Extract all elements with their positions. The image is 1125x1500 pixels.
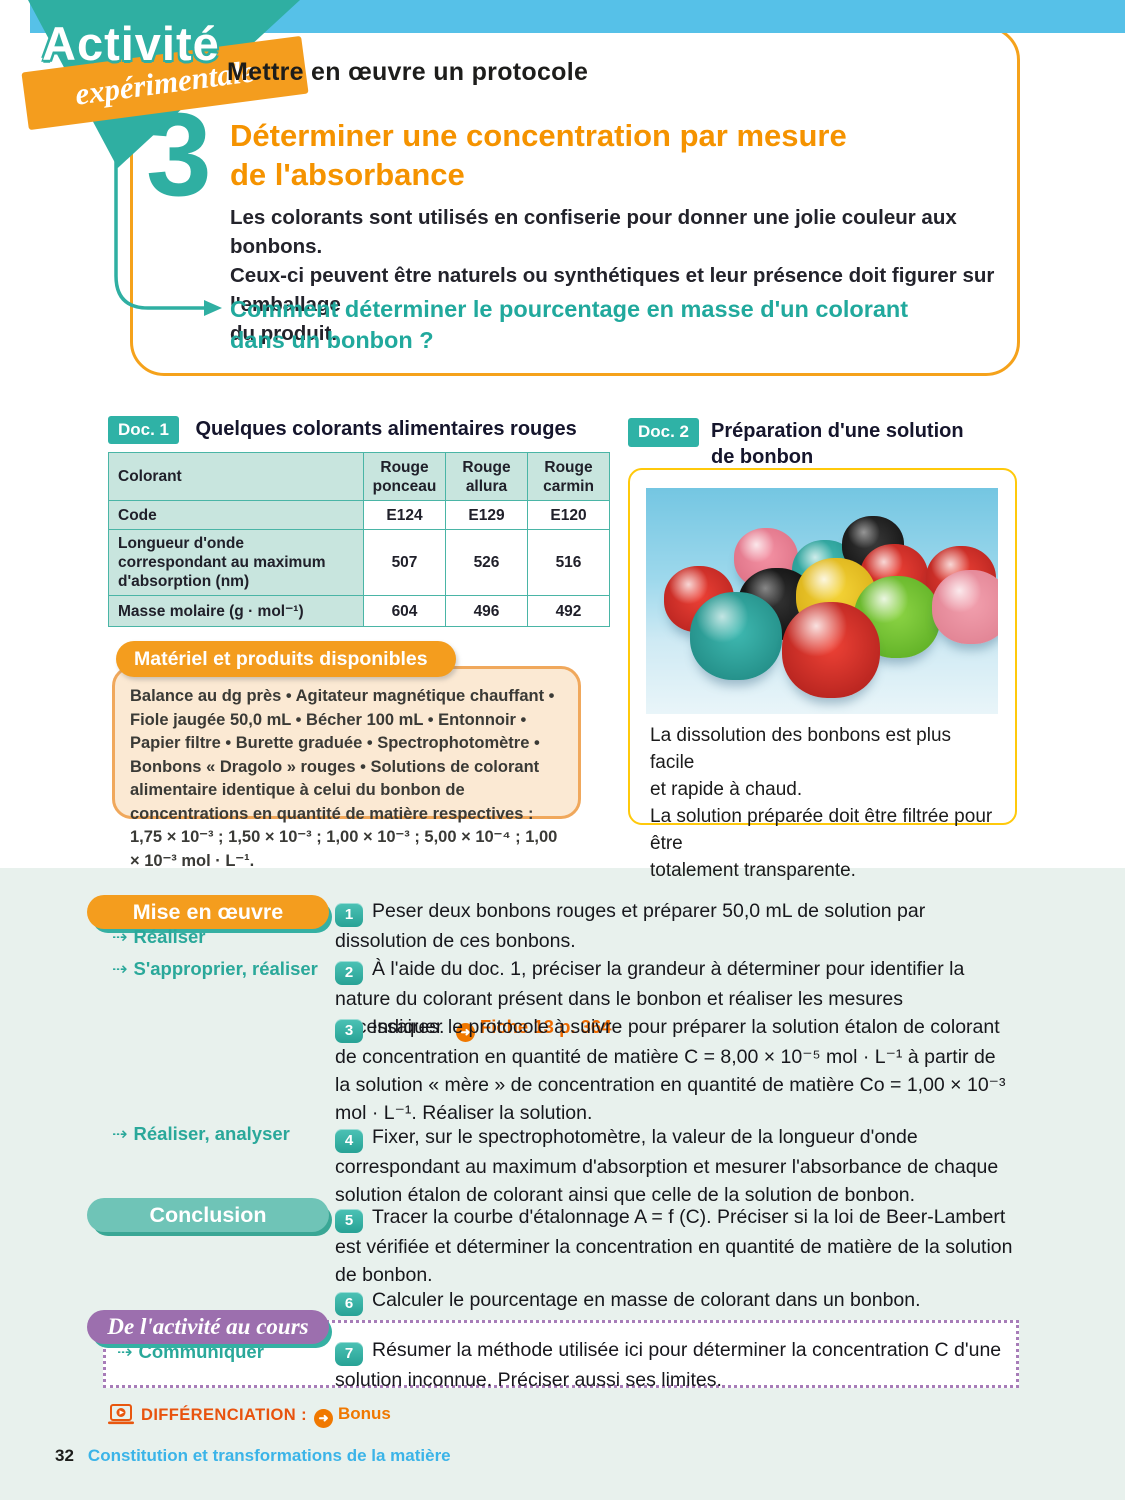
step-number-badge: 2 xyxy=(335,961,363,985)
step-number-badge: 3 xyxy=(335,1019,363,1043)
table-header-cell: Rouge carmin xyxy=(527,452,610,501)
step-number-badge: 5 xyxy=(335,1209,363,1233)
skill-sapproprier-realiser: ⇢ S'approprier, réaliser xyxy=(112,958,318,979)
section-de-lactivite-au-cours: De l'activité au cours xyxy=(87,1310,329,1344)
guiding-question: Comment déterminer le pourcentage en mas… xyxy=(230,296,909,353)
skill-communiquer: ⇢ Communiquer xyxy=(117,1341,264,1362)
step-7: 7 Résumer la méthode utilisée ici pour dé… xyxy=(335,1339,1002,1391)
step-6: 6 Calculer le pourcentage en masse de col… xyxy=(335,1286,1015,1316)
doc2-caption: La dissolution des bonbons est plus faci… xyxy=(650,725,993,881)
step-number-badge: 4 xyxy=(335,1129,363,1153)
chapter-title: Constitution et transformations de la ma… xyxy=(87,1446,451,1465)
candy-red xyxy=(782,602,880,698)
step-number-badge: 1 xyxy=(335,903,363,927)
dashed-arrow-icon: ⇢ xyxy=(112,958,128,979)
circle-arrow-icon: ➜ xyxy=(313,1409,333,1428)
doc1-title: Quelques colorants alimentaires rouges xyxy=(195,418,577,440)
step-3: 3 Indiquer le protocole à suivre pour pré… xyxy=(335,1016,1006,1124)
candy-pink xyxy=(932,570,998,644)
step-1: 1 Peser deux bonbons rouges et préparer 5… xyxy=(335,900,926,952)
step-4: 4 Fixer, sur le spectrophotomètre, la val… xyxy=(335,1126,999,1206)
table-header-cell: Rouge allura xyxy=(445,452,528,501)
step-number-badge: 6 xyxy=(335,1292,363,1316)
doc1-header: Doc. 1 Quelques colorants alimentaires r… xyxy=(108,416,577,444)
differenciation-label: DIFFÉRENCIATION : xyxy=(141,1405,307,1424)
step-5: 5 Tracer la courbe d'étalonnage A = f (C)… xyxy=(335,1206,1013,1286)
page-number: 32 xyxy=(55,1446,74,1465)
table-cell: 526 xyxy=(445,529,528,596)
table-header-cell: Rouge ponceau xyxy=(363,452,446,501)
activity-steps-section: Mise en œuvre ⇢ Réaliser ⇢ S'approprier, r… xyxy=(0,868,1125,1500)
table-cell: E129 xyxy=(445,500,528,530)
step-number-badge: 7 xyxy=(335,1342,363,1366)
table-cell: E120 xyxy=(527,500,610,530)
table-cell: E124 xyxy=(363,500,446,530)
candies-photo xyxy=(646,488,998,714)
table-cell: 496 xyxy=(445,595,528,627)
dashed-arrow-icon: ⇢ xyxy=(112,926,128,947)
activity-badge-title: Activité xyxy=(42,17,220,70)
table-cell: 604 xyxy=(363,595,446,627)
doc2-card: La dissolution des bonbons est plus faci… xyxy=(628,468,1017,881)
table-cell: 507 xyxy=(363,529,446,596)
colorants-table: Colorant Rouge ponceau Rouge allura Roug… xyxy=(108,452,610,627)
doc1-badge: Doc. 1 xyxy=(108,416,180,444)
table-header-cell: Colorant xyxy=(108,452,364,501)
section-conclusion: Conclusion xyxy=(87,1198,329,1232)
table-row-label: Code xyxy=(108,500,364,530)
bonus-link[interactable]: ➜ Bonus xyxy=(313,1402,391,1428)
differenciation-line: DIFFÉRENCIATION : ➜ Bonus xyxy=(108,1402,391,1428)
table-cell: 516 xyxy=(527,529,610,596)
doc2-badge: Doc. 2 xyxy=(628,418,700,447)
table-cell: 492 xyxy=(527,595,610,627)
fiche-link[interactable]: ➜ Fiche 13 p. 364 xyxy=(450,1016,612,1042)
question-arrow-icon xyxy=(114,160,222,316)
section-mise-en-oeuvre: Mise en œuvre xyxy=(87,895,329,929)
dashed-arrow-icon: ⇢ xyxy=(112,1123,128,1144)
table-row-label: Longueur d'onde correspondant au maximum… xyxy=(108,529,364,596)
doc2-title: Préparation d'une solution de bonbon xyxy=(711,420,964,468)
dashed-arrow-icon: ⇢ xyxy=(117,1341,133,1362)
competency-kicker: Mettre en œuvre un protocole xyxy=(227,58,589,86)
page-footer: 32 Constitution et transformations de la … xyxy=(55,1446,451,1466)
skill-realiser: ⇢ Réaliser xyxy=(112,926,206,947)
skill-realiser-analyser: ⇢ Réaliser, analyser xyxy=(112,1123,290,1144)
candy-teal xyxy=(690,592,782,680)
materiel-header: Matériel et produits disponibles xyxy=(116,641,456,677)
intro-paragraph: Les colorants sont utilisés en confiseri… xyxy=(230,206,995,345)
laptop-icon xyxy=(108,1404,134,1425)
activity-title: Déterminer une concentration par mesure … xyxy=(230,118,847,192)
circle-arrow-icon: ➜ xyxy=(455,1023,475,1042)
table-row-label: Masse molaire (g · mol⁻¹) xyxy=(108,595,364,627)
doc2-header: Doc. 2 Préparation d'une solution de bon… xyxy=(628,418,964,470)
materiel-list: Balance au dg près • Agitateur magnétiqu… xyxy=(112,666,581,870)
